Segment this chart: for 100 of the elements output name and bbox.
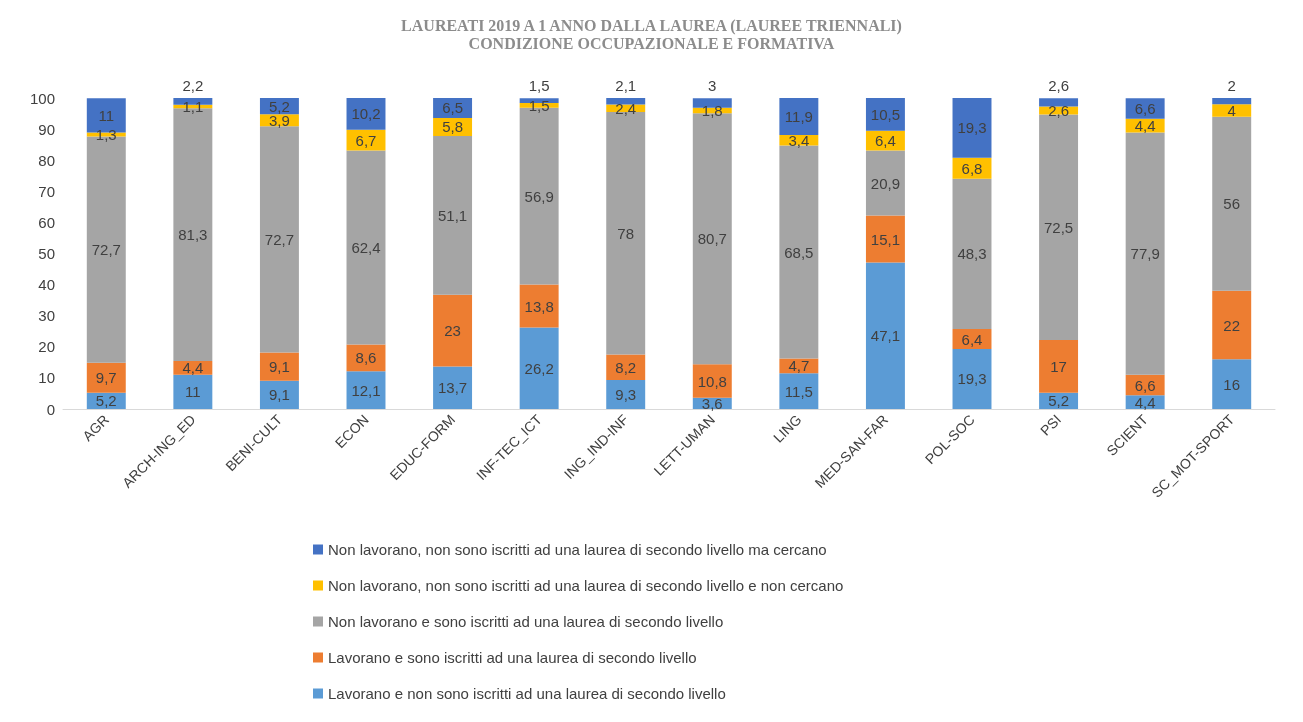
data-label: 77,9 (1130, 245, 1160, 263)
data-label: 2,6 (1048, 101, 1069, 119)
bar (1212, 98, 1252, 105)
data-label: 2,6 (1048, 77, 1069, 95)
bar (1039, 339, 1079, 393)
bar (1212, 104, 1252, 117)
data-label: 15,1 (870, 230, 901, 248)
data-label: 72,5 (1043, 218, 1074, 236)
legend-label: Lavorano e sono iscritti ad una laurea di secondo livello (328, 649, 697, 666)
y-tick-label: 20 (38, 338, 55, 356)
data-label: 16 (1223, 375, 1241, 393)
bar (952, 348, 992, 409)
bar (433, 294, 473, 367)
data-label: 1,5 (528, 77, 550, 95)
data-label: 26,2 (524, 359, 554, 377)
y-tick-label: 80 (38, 151, 55, 169)
y-tick-label: 70 (38, 182, 55, 200)
data-label: 2,1 (615, 77, 637, 94)
legend-label: Non lavorano, non sono iscritti ad una laurea di secondo livello ma cercano (328, 541, 827, 558)
y-tick-label: 10 (38, 369, 55, 387)
y-tick-label: 0 (46, 400, 55, 418)
data-label: 13,8 (524, 297, 554, 315)
data-label: 3,4 (788, 131, 810, 149)
data-label: 12,1 (351, 381, 381, 399)
bar (1212, 359, 1252, 409)
data-label: 8,6 (355, 349, 377, 367)
bar (259, 126, 299, 353)
data-label: 1,1 (182, 98, 204, 116)
x-tick-label: PSI (1036, 411, 1065, 439)
bar (519, 327, 559, 409)
chart-title: LAUREATI 2019 A 1 ANNO DALLA LAUREA (LAUREE TRIENNALI) (401, 16, 902, 35)
bar (865, 98, 905, 131)
bar (1212, 116, 1252, 291)
bar (86, 362, 126, 393)
data-label: 80,7 (697, 230, 727, 248)
bar (865, 262, 905, 409)
data-label: 81,3 (178, 226, 208, 244)
data-label: 78 (617, 224, 635, 242)
data-label: 19,3 (957, 370, 987, 388)
data-label: 6,6 (1134, 376, 1156, 394)
bar (1039, 98, 1079, 107)
data-label: 51,1 (437, 206, 468, 224)
bar (346, 371, 386, 409)
data-label: 3 (708, 77, 717, 95)
data-label: 23 (444, 322, 461, 340)
bar (779, 98, 819, 136)
bar (433, 135, 473, 295)
data-label: 72,7 (91, 241, 121, 259)
data-label: 10,2 (351, 105, 381, 123)
bar (865, 215, 905, 263)
bar (519, 284, 559, 328)
data-label: 3,6 (701, 394, 723, 412)
data-label: 5,8 (442, 118, 463, 136)
data-label: 11 (185, 383, 201, 401)
bar (952, 98, 992, 158)
data-label: 4 (1227, 101, 1236, 119)
data-label: 11,9 (784, 108, 813, 125)
y-tick-label: 50 (38, 245, 55, 262)
bar (346, 150, 386, 345)
data-label: 17 (1050, 357, 1067, 375)
data-label: 6,8 (961, 159, 983, 177)
bar (173, 374, 213, 409)
y-tick-label: 40 (38, 276, 55, 294)
data-label: 10,5 (870, 105, 901, 123)
data-label: 8,2 (615, 358, 637, 376)
data-label: 10,8 (697, 372, 727, 390)
bar (779, 373, 819, 409)
data-label: 5,2 (1048, 392, 1069, 410)
y-tick-label: 60 (38, 213, 55, 231)
data-label: 9,1 (269, 358, 290, 376)
bar (433, 366, 473, 409)
legend-label: Lavorano e non sono iscritti ad una laurea di secondo livello (328, 685, 726, 702)
data-label: 72,7 (264, 230, 295, 248)
data-label: 1,3 (95, 126, 117, 144)
data-label: 2 (1227, 77, 1236, 94)
data-label: 6,7 (355, 131, 377, 149)
data-label: 4,7 (788, 357, 810, 375)
data-label: 48,3 (957, 245, 987, 263)
legend-label: Non lavorano, non sono iscritti ad una laurea di secondo livello e non cercano (328, 577, 844, 594)
bar (606, 380, 646, 409)
chart-subtitle: CONDIZIONE OCCUPAZIONALE E FORMATIVA (468, 34, 835, 52)
bar (259, 352, 299, 381)
data-label: 19,3 (957, 119, 987, 137)
data-label: 6,4 (875, 132, 896, 150)
data-label: 11 (98, 106, 115, 124)
data-label: 9,3 (615, 386, 637, 404)
data-label: 6,6 (1134, 100, 1156, 118)
bar (952, 178, 992, 330)
y-tick-label: 100 (29, 89, 55, 107)
data-label: 2,2 (182, 77, 204, 94)
legend-label: Non lavorano e sono iscritti ad una laurea di secondo livello (328, 613, 724, 630)
data-label: 9,7 (95, 369, 117, 387)
data-label: 9,1 (269, 386, 290, 404)
data-label: 47,1 (870, 327, 901, 345)
data-label: 62,4 (351, 239, 381, 257)
data-label: 6,5 (442, 99, 463, 117)
data-label: 56 (1223, 195, 1241, 213)
y-tick-label: 90 (38, 120, 55, 138)
bar (1212, 290, 1252, 360)
data-label: 22 (1223, 316, 1241, 334)
